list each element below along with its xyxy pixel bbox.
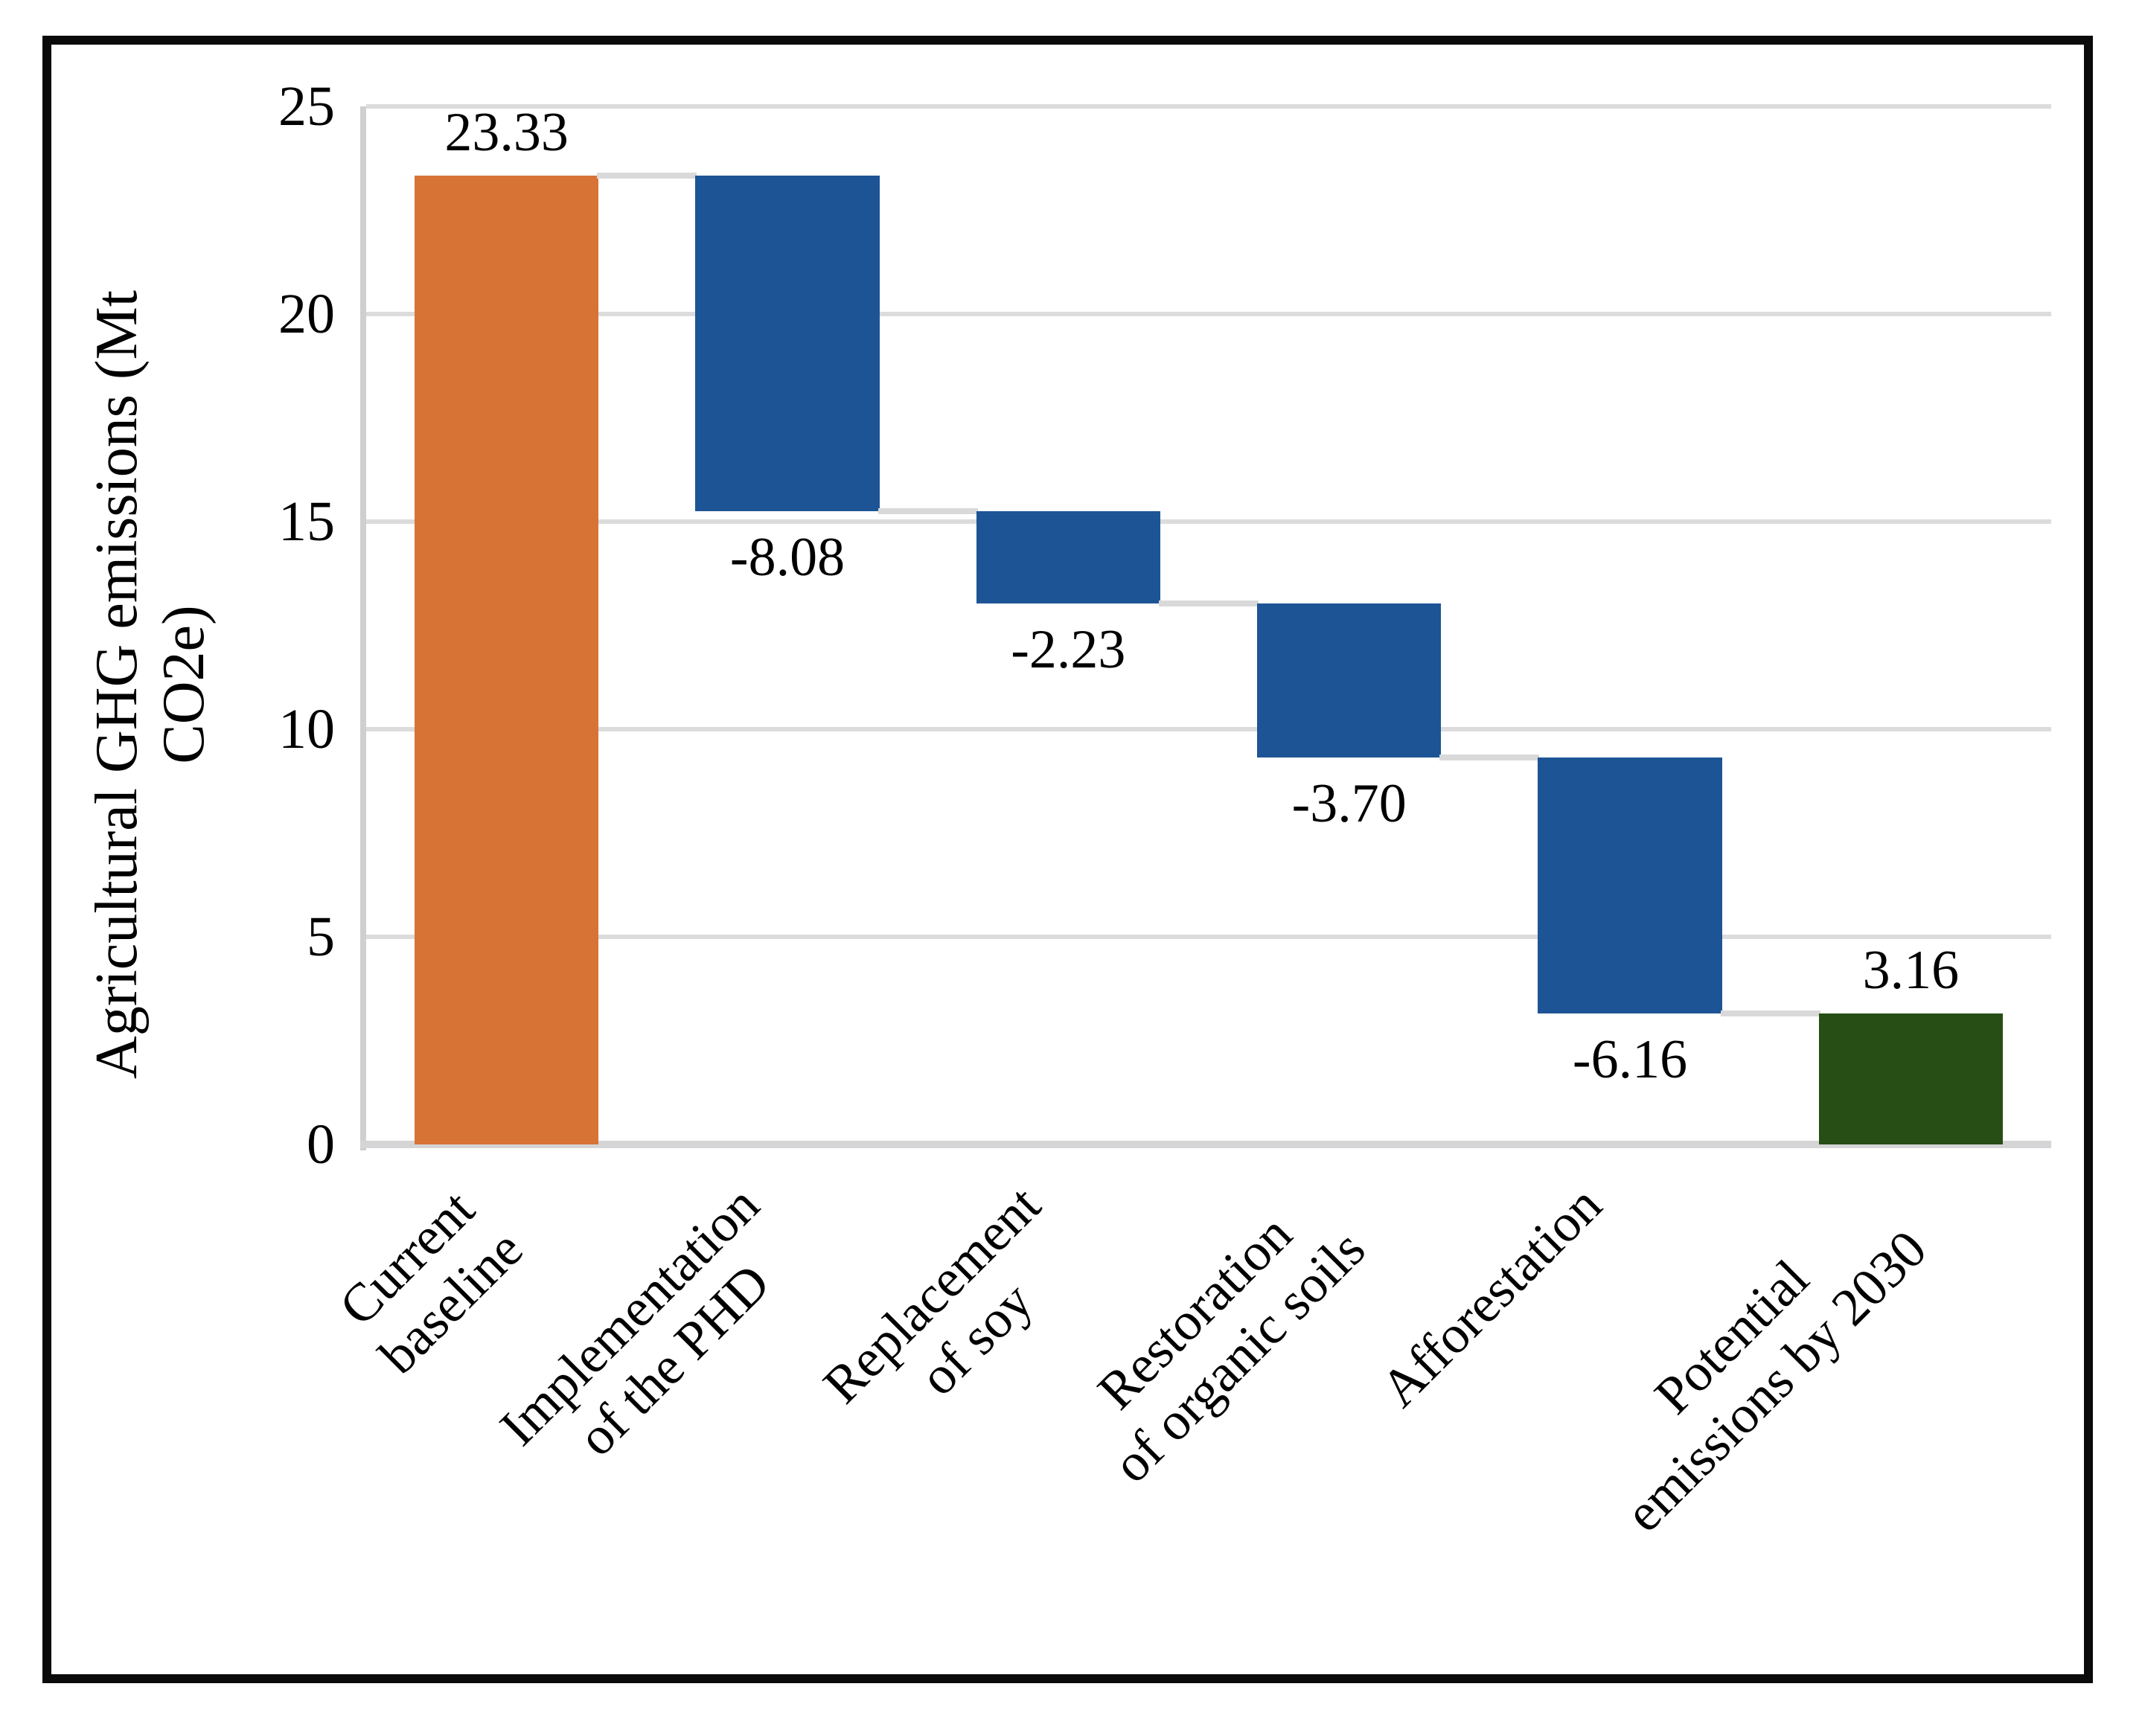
figure-border	[42, 36, 2093, 1683]
bar-restoration-of-organic-soils	[1257, 603, 1442, 758]
y-tick-label: 20	[278, 283, 335, 345]
y-tick-label: 5	[307, 906, 335, 968]
bar-afforestation	[1538, 757, 1722, 1013]
connector	[1158, 600, 1259, 607]
bar-value-label: -3.70	[1291, 772, 1407, 834]
bar-replacement-of-soy	[976, 511, 1160, 604]
bar-implementation-of-the-phd	[695, 176, 880, 512]
x-category-label-restoration-of-organic-soils: Restoration of organic soils	[1086, 1203, 1377, 1494]
x-category-label-potential-emissions-by-2030: Potential emissions by 2030	[1614, 1218, 1938, 1543]
x-category-label-replacement-of-soy: Replacement of soy	[811, 1174, 1052, 1415]
gridline	[366, 727, 2051, 731]
y-tick-label: 25	[278, 75, 335, 138]
x-category-label-afforestation: Afforestation	[1369, 1174, 1614, 1418]
connector	[597, 173, 697, 179]
gridline	[366, 104, 2051, 109]
gridline	[366, 935, 2051, 939]
y-tick-label: 10	[278, 698, 335, 760]
y-tick-label: 15	[278, 490, 335, 553]
x-category-label-current-baseline: Current baseline	[327, 1179, 534, 1386]
gridline	[366, 312, 2051, 316]
bar-value-label: 23.33	[444, 102, 569, 164]
connector	[1720, 1010, 1820, 1016]
y-axis-line	[360, 106, 366, 1150]
bar-potential-emissions-by-2030	[1818, 1013, 2003, 1144]
connector	[877, 508, 978, 515]
connector	[1439, 754, 1540, 760]
x-category-label-implementation-of-the-phd: Implementation of the PHD	[488, 1174, 781, 1467]
bar-value-label: 3.16	[1862, 939, 1960, 1001]
x-axis-line	[360, 1141, 2051, 1148]
bar-value-label: -2.23	[1011, 619, 1126, 681]
gridline	[366, 519, 2051, 524]
bar-value-label: -6.16	[1572, 1028, 1688, 1090]
bar-current-baseline	[415, 176, 599, 1144]
bar-value-label: -8.08	[729, 527, 845, 589]
y-tick-label: 0	[307, 1113, 335, 1176]
